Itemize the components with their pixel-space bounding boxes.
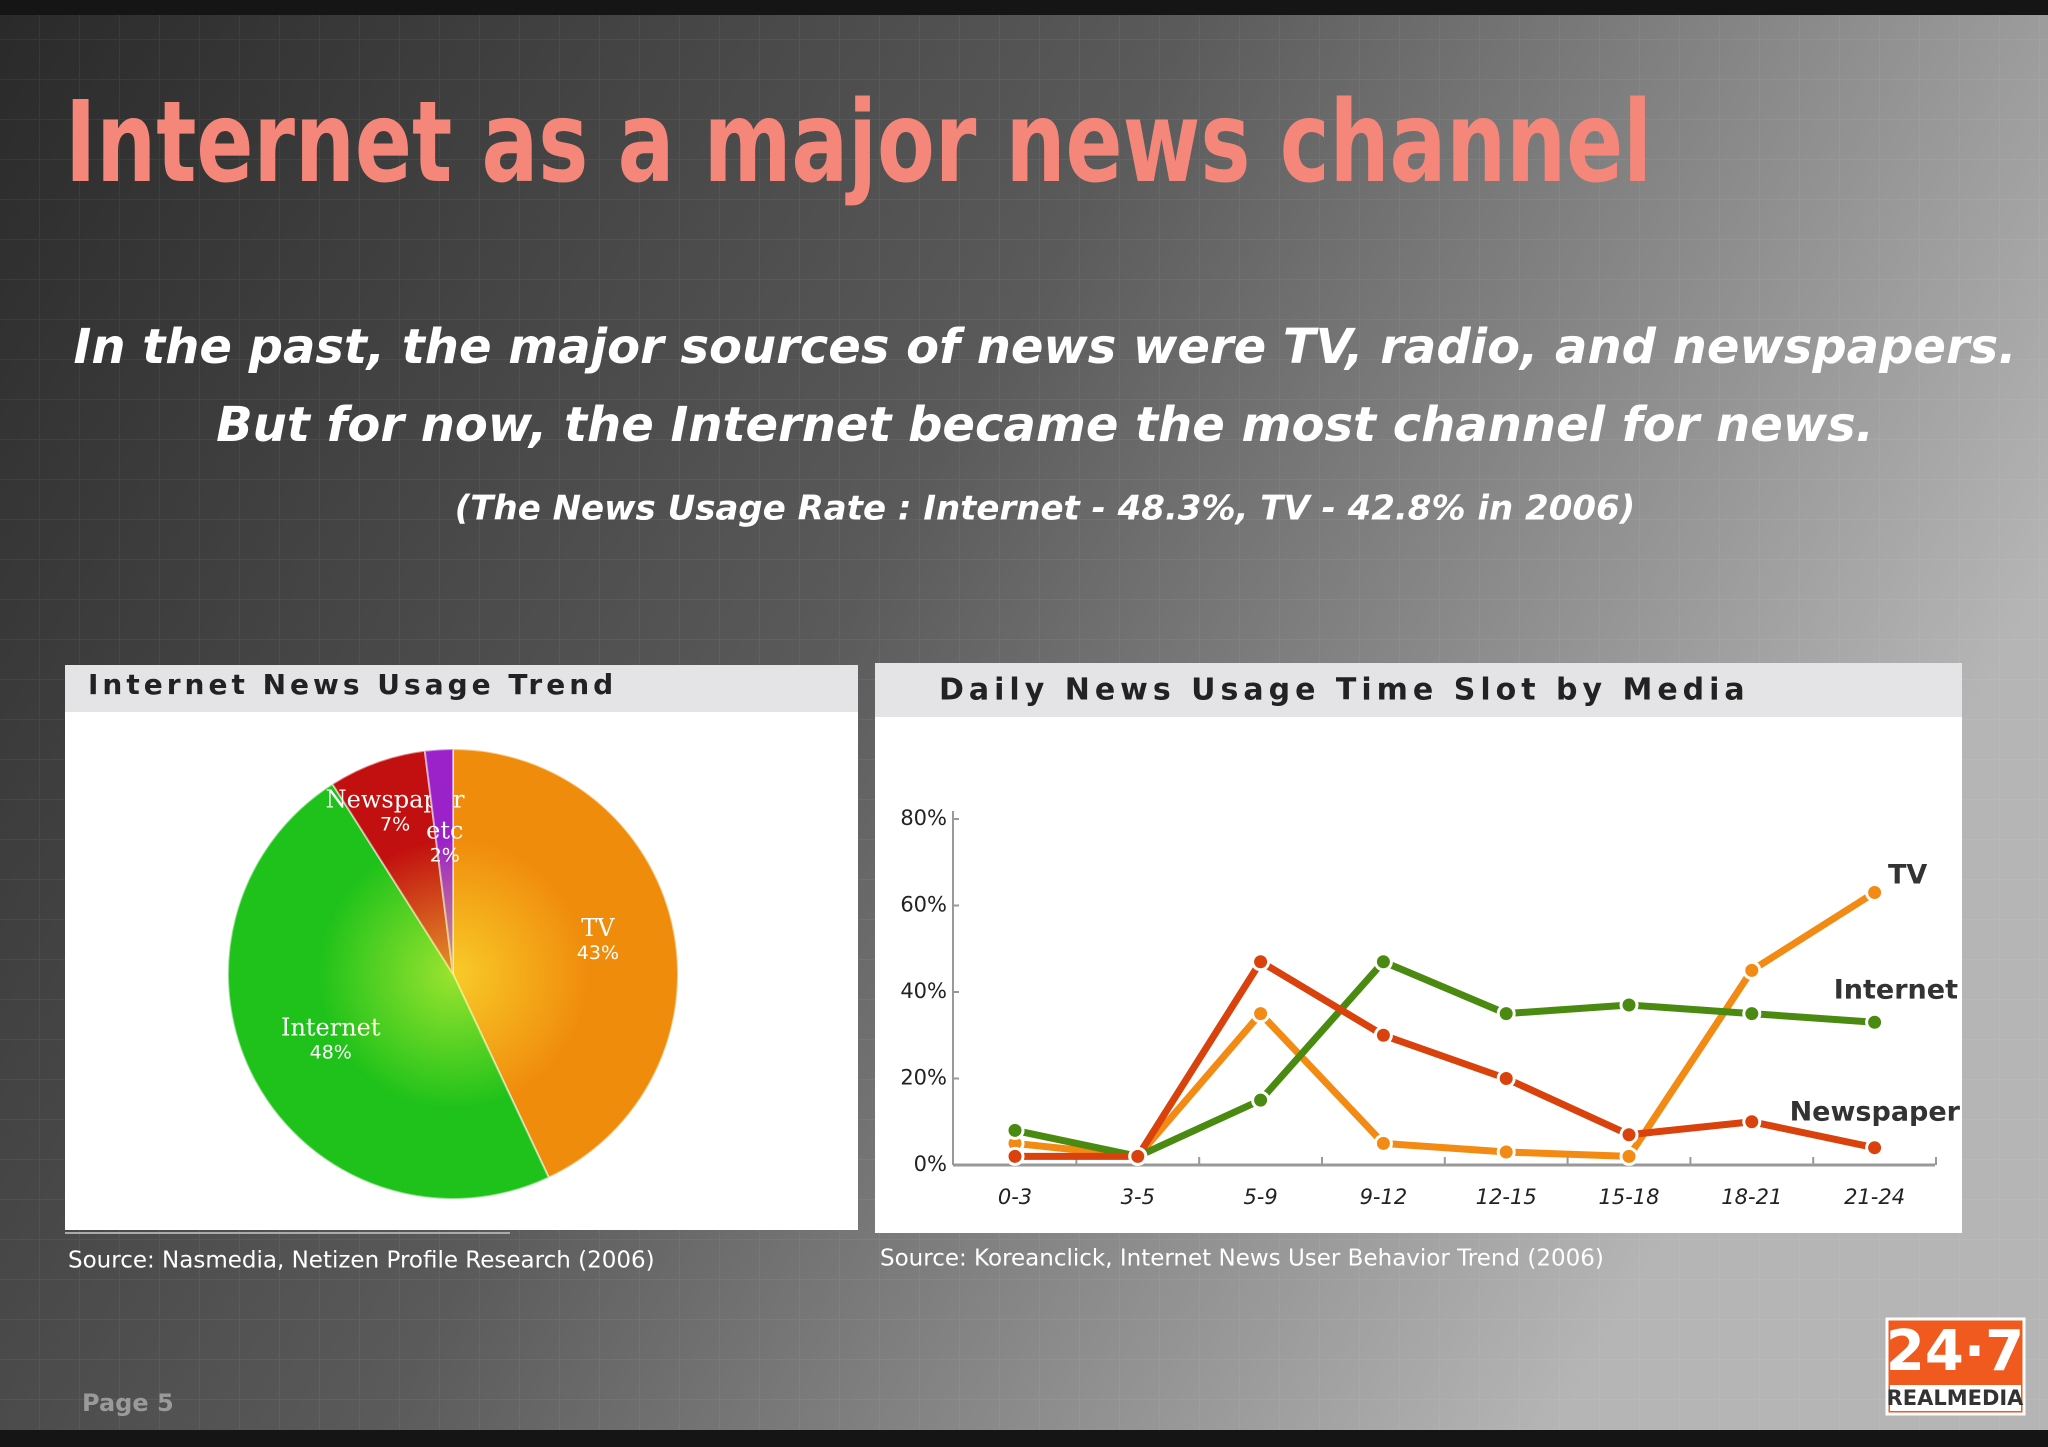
pie-shine	[318, 839, 588, 1109]
data-point	[1496, 1004, 1516, 1024]
series-label: TV	[1888, 860, 1927, 891]
x-tick-label: 3-5	[1121, 1185, 1155, 1209]
x-tick-label: 5-9	[1243, 1185, 1277, 1209]
subtitle: But for now, the Internet became the mos…	[216, 397, 1874, 453]
subtitle-note: (The News Usage Rate : Internet - 48.3%,…	[455, 489, 1635, 529]
data-point	[1742, 1112, 1762, 1132]
data-point	[1865, 1012, 1885, 1032]
y-tick-label: 0%	[914, 1152, 947, 1176]
data-point	[1373, 1025, 1393, 1045]
y-tick-label: 60%	[900, 893, 947, 917]
source: Source: Nasmedia, Netizen Profile Resear…	[68, 1248, 655, 1274]
data-point	[1251, 952, 1271, 972]
data-point	[1619, 1125, 1639, 1145]
chart-title: Internet News Usage Trend	[88, 668, 617, 701]
x-tick-label: 18-21	[1721, 1185, 1782, 1209]
slice-value: 7%	[380, 814, 410, 836]
data-point	[1496, 1142, 1516, 1162]
x-tick-label: 9-12	[1360, 1185, 1408, 1209]
data-point	[1373, 952, 1393, 972]
series-line	[1014, 889, 1877, 1160]
x-tick-label: 21-24	[1844, 1185, 1905, 1209]
x-tick-label: 12-15	[1476, 1185, 1537, 1209]
data-point	[1496, 1069, 1516, 1088]
data-point	[1373, 1133, 1393, 1153]
chart-title: Daily News Usage Time Slot by Media	[939, 673, 1750, 708]
data-point	[1619, 995, 1639, 1015]
series-line	[1014, 958, 1875, 1160]
y-tick-label: 40%	[900, 979, 947, 1003]
x-tick-label: 15-18	[1598, 1185, 1659, 1209]
logo-band	[1890, 1385, 2021, 1411]
data-point	[1005, 1146, 1025, 1166]
page-number: Page 5	[82, 1389, 174, 1417]
slide-title: Internet as a major news channel	[65, 78, 1652, 208]
data-point	[1251, 1004, 1271, 1024]
data-point	[1005, 1120, 1025, 1140]
data-point	[1742, 960, 1762, 980]
slice-label: TV	[581, 914, 615, 942]
logo-text: REALMEDIA	[1887, 1386, 2025, 1410]
series-label: Newspaper	[1790, 1097, 1961, 1128]
line-panel-header	[875, 663, 1962, 717]
pie-panel-header	[65, 665, 858, 712]
data-point	[1619, 1146, 1639, 1166]
data-point	[1865, 883, 1885, 903]
data-point	[1128, 1146, 1148, 1166]
logo: 24·7 REALMEDIA	[1885, 1317, 2026, 1416]
data-point	[1251, 1090, 1271, 1110]
slice-value: 43%	[577, 942, 619, 964]
data-point	[1742, 1004, 1762, 1024]
subtitle: In the past, the major sources of news w…	[74, 319, 2017, 375]
x-tick-label: 0-3	[998, 1185, 1032, 1209]
y-tick-label: 80%	[900, 806, 947, 830]
y-tick-label: 20%	[900, 1066, 947, 1090]
data-point	[1865, 1138, 1885, 1158]
series-label: Internet	[1834, 975, 1958, 1006]
series-line	[1015, 958, 1876, 1160]
source: Source: Koreanclick, Internet News User …	[880, 1246, 1604, 1272]
logo-text: 24·7	[1886, 1319, 2024, 1384]
